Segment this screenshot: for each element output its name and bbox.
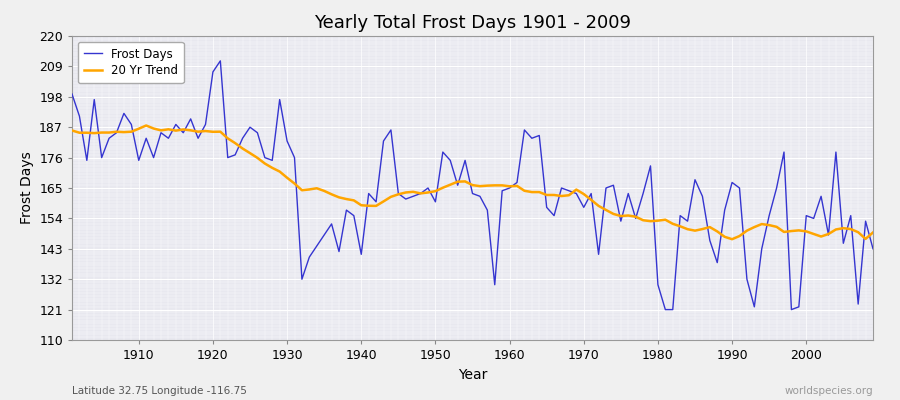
Text: worldspecies.org: worldspecies.org [785, 386, 873, 396]
Frost Days [215, 58, 226, 63]
Frost Days [511, 180, 522, 185]
20 Yr Trend [868, 230, 878, 235]
20 Yr Trend [726, 237, 737, 242]
Frost Days [868, 246, 878, 251]
Line: 20 Yr Trend: 20 Yr Trend [72, 126, 873, 239]
20 Yr Trend [296, 188, 307, 193]
Line: Frost Days: Frost Days [72, 61, 873, 310]
Frost Days [504, 186, 515, 190]
Frost Days [296, 277, 307, 282]
Y-axis label: Frost Days: Frost Days [20, 152, 33, 224]
20 Yr Trend [600, 208, 611, 212]
20 Yr Trend [341, 197, 352, 202]
Text: Latitude 32.75 Longitude -116.75: Latitude 32.75 Longitude -116.75 [72, 386, 247, 396]
Title: Yearly Total Frost Days 1901 - 2009: Yearly Total Frost Days 1901 - 2009 [314, 14, 631, 32]
20 Yr Trend [511, 184, 522, 188]
Frost Days [67, 92, 77, 96]
Frost Days [660, 307, 670, 312]
20 Yr Trend [504, 184, 515, 189]
20 Yr Trend [140, 123, 151, 128]
Legend: Frost Days, 20 Yr Trend: Frost Days, 20 Yr Trend [78, 42, 184, 83]
20 Yr Trend [67, 128, 77, 133]
Frost Days [600, 186, 611, 190]
20 Yr Trend [126, 129, 137, 134]
X-axis label: Year: Year [458, 368, 487, 382]
Frost Days [126, 122, 137, 127]
Frost Days [341, 208, 352, 212]
